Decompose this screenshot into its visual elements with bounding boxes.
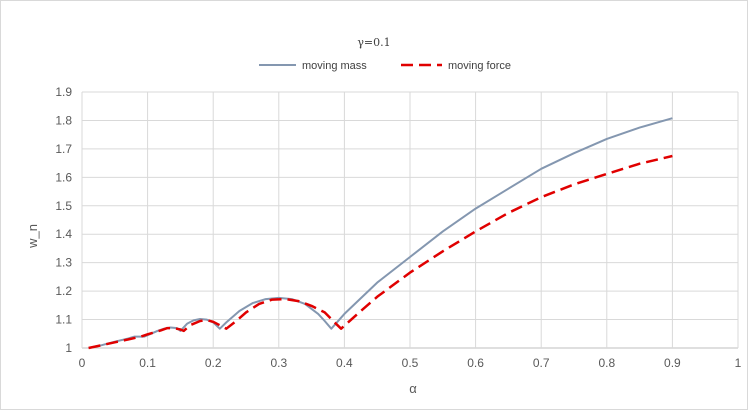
y-tick-label: 1.7 xyxy=(55,142,72,156)
tick-labels: 1 1.1 1.2 1.3 1.4 1.5 1.6 1.7 1.8 1.9 0 0.1 0.2 0.3 0.… xyxy=(55,85,741,370)
y-tick-label: 1.3 xyxy=(55,256,72,270)
x-tick-label: 0 xyxy=(79,356,86,370)
y-tick-label: 1.8 xyxy=(55,113,72,127)
y-axis-label: w_n xyxy=(25,224,40,249)
x-tick-label: 0.9 xyxy=(664,356,681,370)
x-tick-label: 0.4 xyxy=(336,356,353,370)
series-line-moving-force xyxy=(88,154,673,350)
y-tick-label: 1.2 xyxy=(55,284,72,298)
chart-title: γ=0.1 xyxy=(357,36,390,49)
x-tick-label: 1 xyxy=(735,356,742,370)
y-tick-label: 1.6 xyxy=(55,170,72,184)
x-axis-label: α xyxy=(409,381,417,396)
x-tick-label: 0.7 xyxy=(533,356,550,370)
x-tick-label: 0.5 xyxy=(402,356,419,370)
y-tick-label: 1.4 xyxy=(55,227,72,241)
gridlines xyxy=(81,91,739,349)
y-tick-label: 1 xyxy=(65,341,72,355)
x-tick-label: 0.2 xyxy=(205,356,222,370)
y-tick-label: 1.9 xyxy=(55,85,72,99)
y-tick-label: 1.5 xyxy=(55,199,72,213)
x-tick-label: 0.6 xyxy=(467,356,484,370)
legend-label-moving-mass: moving mass xyxy=(302,60,367,72)
legend-label-moving-force: moving force xyxy=(448,60,511,72)
x-tick-label: 0.8 xyxy=(598,356,615,370)
x-tick-label: 0.1 xyxy=(139,356,156,370)
series-lines xyxy=(88,117,673,350)
x-tick-label: 0.3 xyxy=(270,356,287,370)
series-line-moving-mass xyxy=(88,117,673,349)
legend: moving mass moving force xyxy=(259,60,511,72)
y-tick-label: 1.1 xyxy=(55,313,72,327)
